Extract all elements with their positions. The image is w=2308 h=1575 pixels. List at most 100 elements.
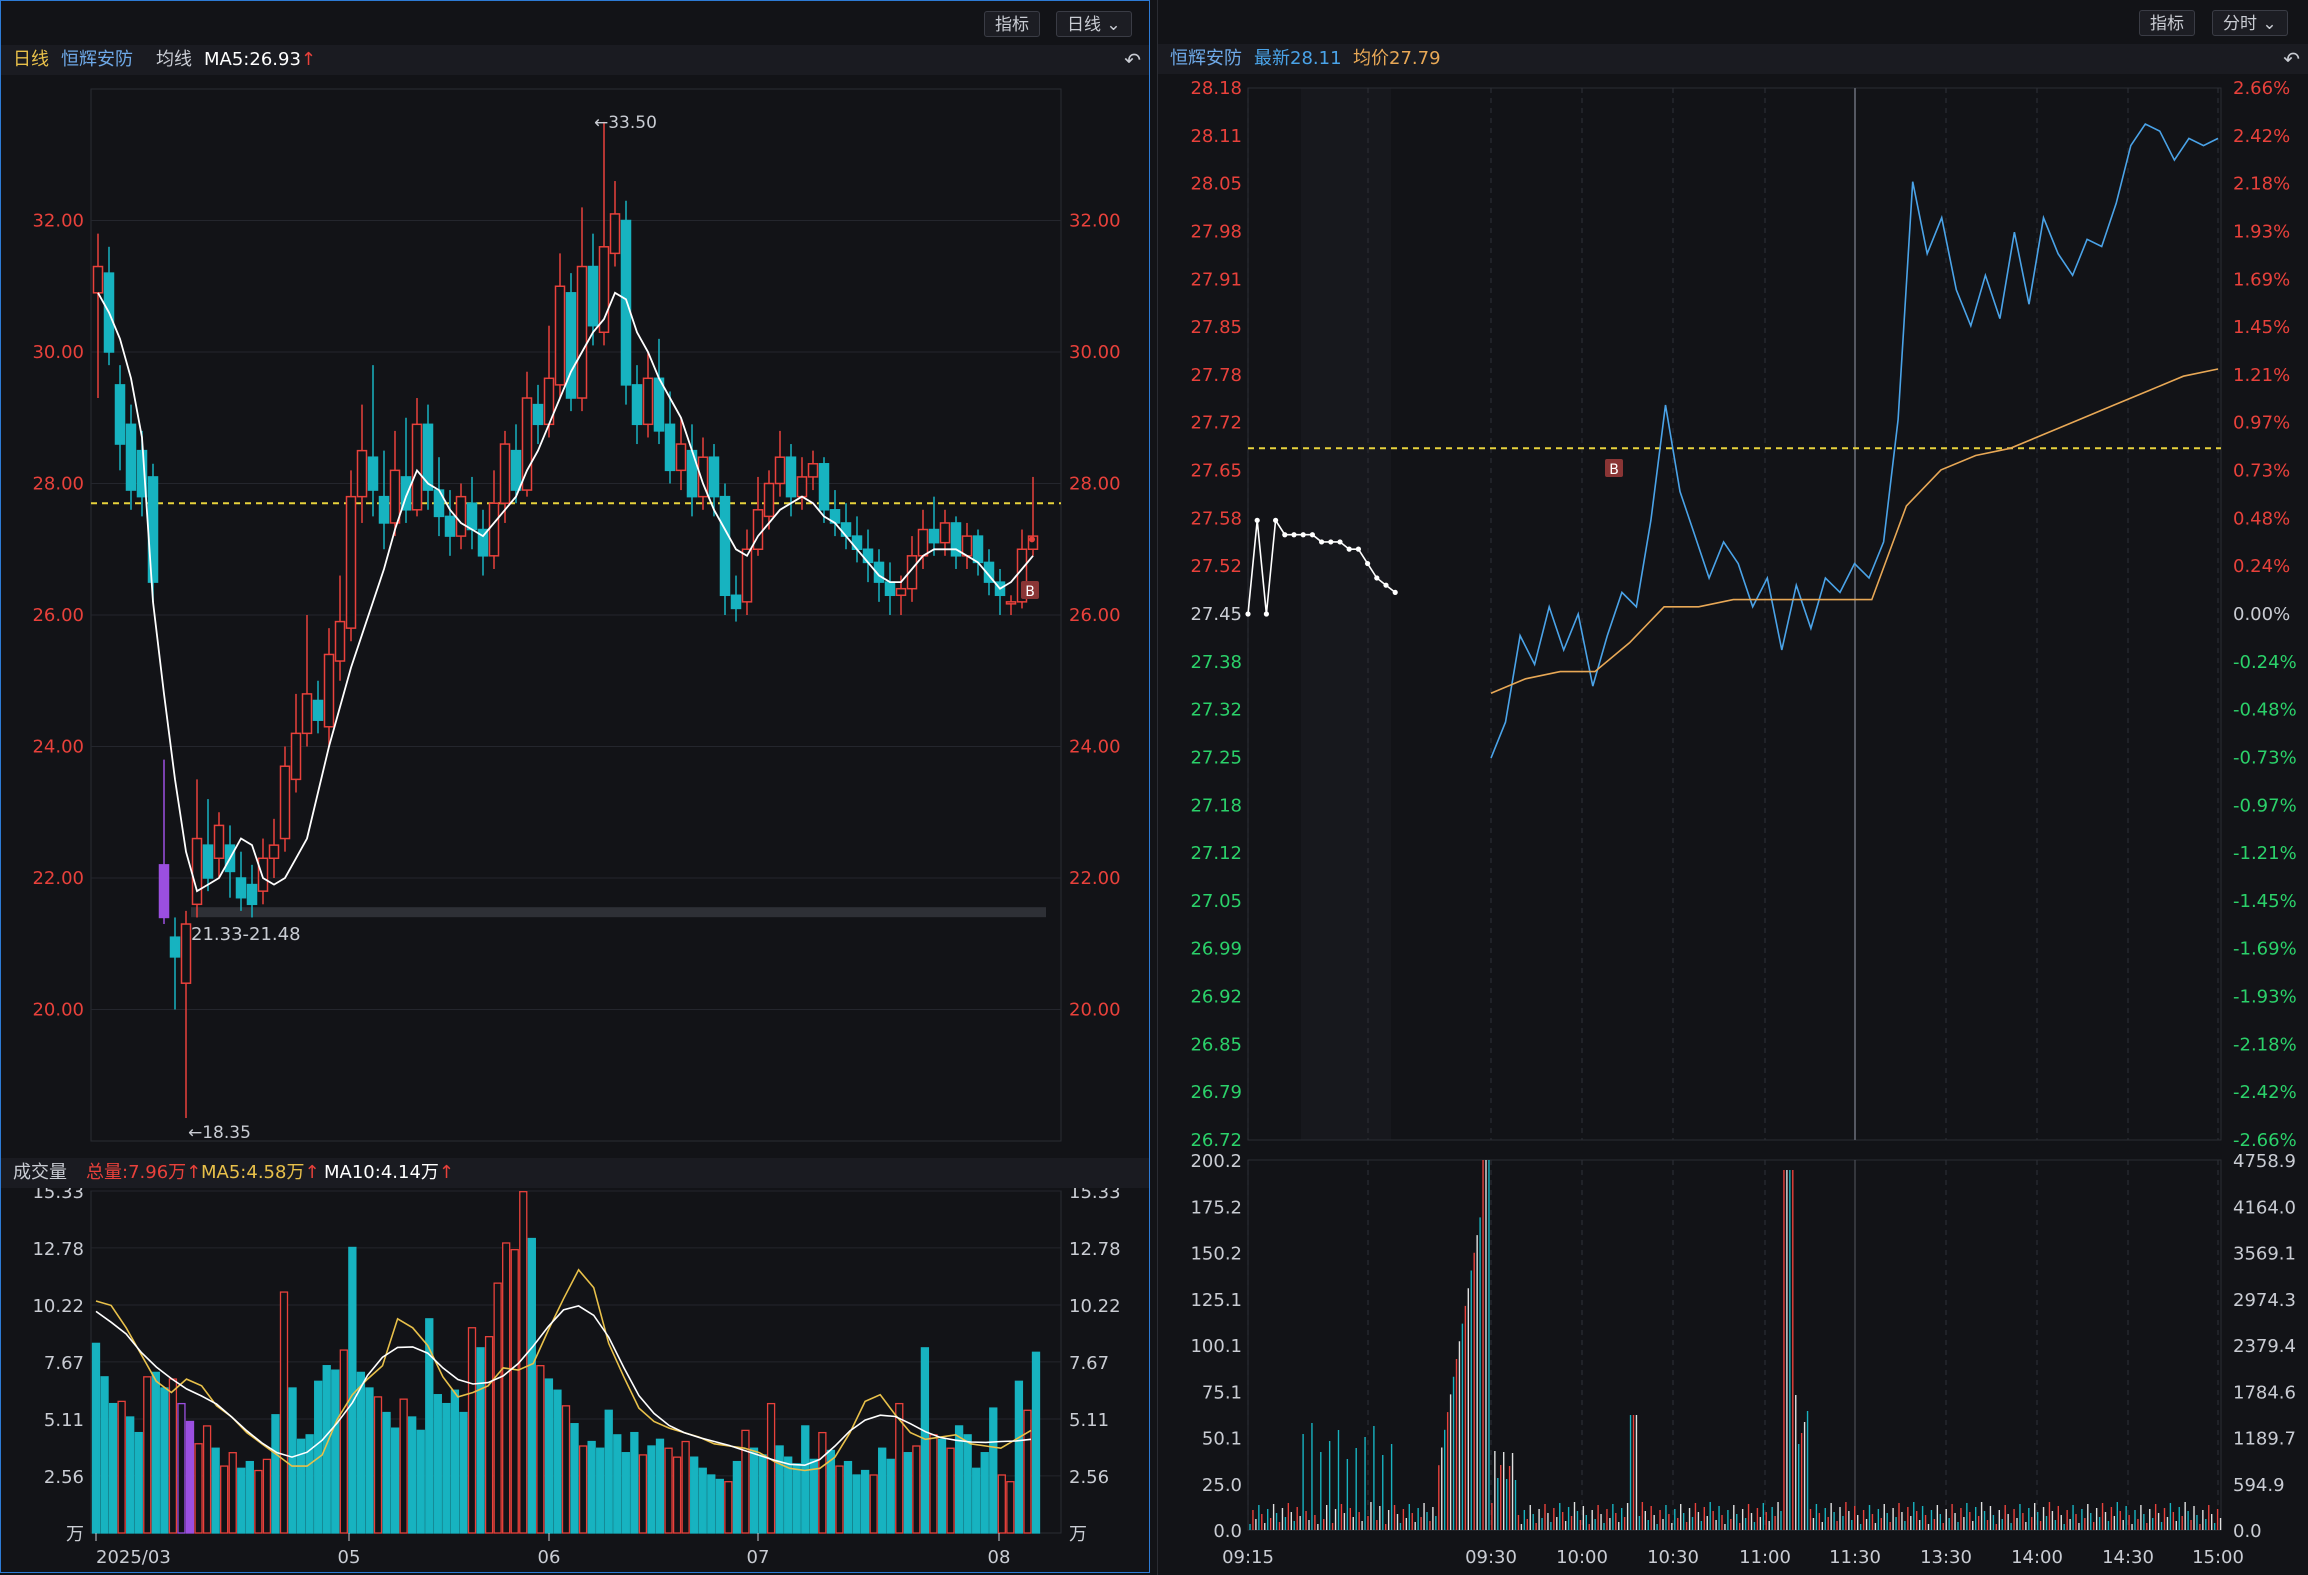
intraday-pct-label: -1.21% xyxy=(2233,843,2297,864)
volume-bar xyxy=(749,1447,759,1534)
latest-price: 最新28.11 xyxy=(1254,48,1342,69)
intraday-price-label: 27.85 xyxy=(1190,317,1242,338)
volume-bar xyxy=(630,1431,639,1534)
candle-body xyxy=(378,495,390,524)
candle-body xyxy=(257,857,269,892)
intraday-pct-label: -1.69% xyxy=(2233,939,2297,960)
volume-bar xyxy=(510,1249,519,1534)
volume-bar xyxy=(100,1376,109,1534)
candle-body xyxy=(356,449,368,498)
candle-body xyxy=(411,423,423,511)
volume-bar xyxy=(177,1402,186,1534)
volume-bar xyxy=(450,1389,460,1534)
volume-bar xyxy=(151,1371,160,1534)
volume-bar xyxy=(194,1443,203,1534)
undo-icon[interactable]: ↶ xyxy=(1124,48,1141,72)
volume-bar xyxy=(108,1402,118,1534)
intraday-price-label: 27.18 xyxy=(1190,795,1242,816)
intraday-pct-label: 1.45% xyxy=(2233,317,2290,338)
volume-info-bar: 成交量 总量:7.96万↑ MA5:4.58万↑ MA10:4.14万↑ xyxy=(1,1158,1149,1188)
date-axis-label: 07 xyxy=(747,1547,770,1568)
volume-bar xyxy=(980,1452,989,1534)
period-select-right[interactable]: 分时 ⌄ xyxy=(2212,10,2288,36)
stock-name: 恒辉安防 xyxy=(61,49,133,70)
candle-body xyxy=(631,384,643,426)
candle-body xyxy=(620,219,632,386)
period-select[interactable]: 日线 ⌄ xyxy=(1056,11,1132,37)
undo-icon-right[interactable]: ↶ xyxy=(2283,47,2300,71)
candle-body xyxy=(158,864,170,919)
date-axis-label: 05 xyxy=(338,1547,361,1568)
candle-body xyxy=(664,423,676,472)
volume-bar xyxy=(160,1387,169,1534)
candle-body xyxy=(444,515,456,537)
intraday-price-label: 27.91 xyxy=(1190,269,1242,290)
volume-bar xyxy=(878,1447,887,1534)
candle-body xyxy=(796,476,808,498)
indicator-button-right[interactable]: 指标 xyxy=(2139,10,2195,36)
intraday-pct-label: 0.00% xyxy=(2233,604,2290,625)
volume-bar xyxy=(356,1371,366,1534)
intraday-volume-label-left: 150.2 xyxy=(1190,1244,1242,1265)
volume-bar xyxy=(476,1347,485,1534)
price-axis-label-right: 24.00 xyxy=(1069,737,1121,758)
candle-body xyxy=(862,548,874,564)
intraday-pct-label: -2.66% xyxy=(2233,1130,2297,1151)
volume-bar xyxy=(373,1396,383,1534)
volume-total: 总量:7.96万↑ xyxy=(86,1162,202,1183)
volume-bar xyxy=(442,1402,451,1534)
intraday-volume-label-right: 3569.1 xyxy=(2233,1244,2296,1265)
time-axis-label: 14:00 xyxy=(2011,1547,2063,1568)
volume-ma10-line xyxy=(95,1305,1032,1467)
intraday-pct-label: -0.48% xyxy=(2233,700,2297,721)
volume-bar xyxy=(493,1282,502,1534)
indicator-button[interactable]: 指标 xyxy=(984,11,1040,37)
candle-body xyxy=(246,883,258,906)
candle-body xyxy=(576,265,588,399)
candle-body xyxy=(400,476,412,511)
candle-body xyxy=(587,265,599,327)
intraday-pct-label: 0.24% xyxy=(2233,556,2290,577)
candle-body xyxy=(268,844,280,860)
volume-bar xyxy=(732,1460,742,1534)
volume-bar xyxy=(399,1398,408,1534)
call-auction-zone xyxy=(1301,88,1391,1140)
candle-body xyxy=(873,561,885,583)
volume-bar xyxy=(467,1327,477,1534)
intraday-volume-label-left: 50.1 xyxy=(1202,1429,1242,1450)
candle-body xyxy=(235,877,247,899)
average-price: 均价27.79 xyxy=(1353,48,1441,69)
volume-bar xyxy=(390,1427,400,1534)
intraday-pct-label: 0.97% xyxy=(2233,413,2290,434)
candle-body xyxy=(719,495,731,597)
candle-body xyxy=(818,463,830,511)
intraday-volume-label-right: 1189.7 xyxy=(2233,1429,2296,1450)
price-axis-label-left: 28.00 xyxy=(32,474,84,495)
intraday-volume-frame xyxy=(1247,1159,2222,1531)
volume-bar xyxy=(963,1434,972,1534)
candle-body xyxy=(532,403,544,426)
volume-bar xyxy=(365,1387,374,1534)
volume-bar xyxy=(801,1425,810,1534)
daily-chart-panel: 指标 日线 ⌄ 日线 恒辉安防 均线 MA5:26.93↑ ↶ 32.00 32.… xyxy=(0,0,1150,1573)
intraday-volume-label-right: 4758.9 xyxy=(2233,1151,2296,1172)
intraday-pct-label: 1.69% xyxy=(2233,269,2290,290)
volume-axis-label-left: 7.67 xyxy=(44,1353,84,1374)
volume-bar xyxy=(459,1411,468,1534)
intraday-price-label: 26.79 xyxy=(1190,1082,1242,1103)
candle-body xyxy=(477,528,489,557)
volume-ma5-line xyxy=(95,1268,1032,1472)
candle-body xyxy=(466,502,478,531)
candle-body xyxy=(785,456,797,498)
intraday-volume-label-right: 2974.3 xyxy=(2233,1290,2296,1311)
volume-bar xyxy=(134,1431,143,1534)
candle-body xyxy=(191,837,203,906)
candle-body xyxy=(774,456,786,485)
daily-chart-svg: 32.00 32.00 30.00 30.00 28.00 28.00 26.00 26.00… xyxy=(32,88,1121,1568)
candle-body xyxy=(290,732,302,781)
volume-bar xyxy=(647,1445,656,1534)
volume-bar xyxy=(228,1452,237,1534)
volume-bar xyxy=(296,1438,306,1534)
volume-axis-label-right: 7.67 xyxy=(1069,1353,1109,1374)
price-axis-label-left: 20.00 xyxy=(32,1000,84,1021)
